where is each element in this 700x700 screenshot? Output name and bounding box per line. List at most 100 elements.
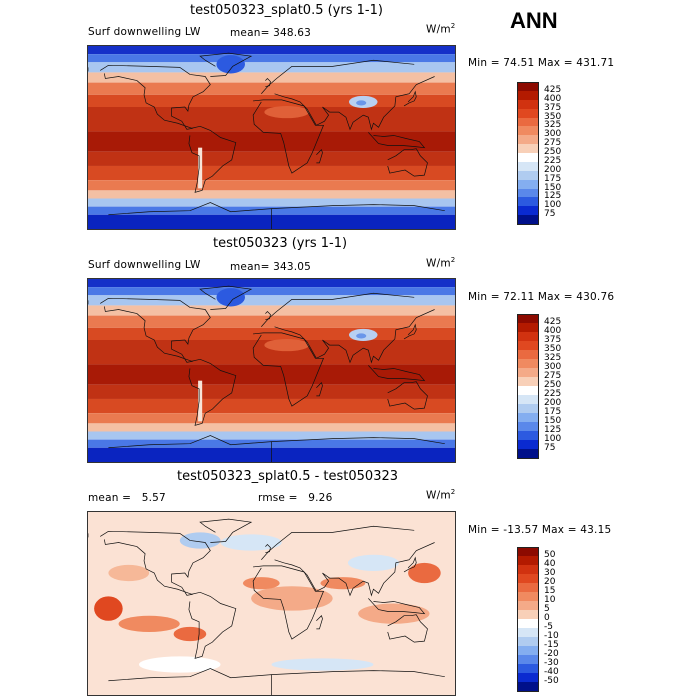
colorbar-tick-label: 150: [544, 182, 562, 193]
colorbar-tick-label: 5: [544, 604, 550, 614]
colorbar-swatch: [517, 646, 539, 656]
coastline: [265, 544, 271, 554]
colorbar-swatch: [517, 431, 539, 441]
field-band: [88, 94, 455, 107]
colorbar-tick-label: 375: [544, 102, 562, 113]
colorbar-swatch: [517, 601, 539, 611]
coastline: [252, 99, 325, 174]
panel1-mean: mean= 348.63: [230, 27, 312, 39]
coastline: [188, 591, 237, 659]
coastline: [252, 332, 325, 407]
colorbar-swatch: [517, 628, 539, 638]
colorbar-tick-label: 0: [544, 613, 550, 623]
colorbar-swatch: [517, 673, 539, 683]
panel2-min-max: Min = 72.11 Max = 430.76: [468, 291, 615, 303]
coastline: [188, 358, 237, 426]
field-band: [88, 131, 455, 152]
colorbar-tick-label: 150: [544, 416, 562, 426]
field-band: [88, 364, 455, 385]
field-patch: [356, 100, 367, 106]
field-patch: [179, 532, 221, 549]
coastline: [100, 297, 211, 363]
panel3-map-svg: [88, 512, 455, 695]
colorbar-swatch: [517, 565, 539, 575]
field-band: [88, 431, 455, 440]
field-patch: [198, 380, 203, 422]
panel2-map: [87, 278, 456, 463]
field-patch: [108, 564, 150, 582]
colorbar-tick-label: 275: [544, 138, 562, 149]
panel1-colorbar: 425 400 375 350 325 300 275 250 225 200 175 150 125 1…: [517, 82, 587, 225]
panel2-mean: mean= 343.05: [230, 261, 312, 273]
colorbar-swatch: [517, 440, 539, 450]
colorbar-tick-label: 400: [544, 93, 562, 104]
coastline: [403, 323, 417, 340]
coastline: [274, 542, 435, 597]
field-patch: [264, 338, 310, 352]
colorbar-tick-label: 10: [544, 595, 556, 605]
field-patch: [216, 288, 245, 307]
colorbar-tick-label: 250: [544, 147, 562, 157]
coastline: [265, 311, 271, 321]
colorbar-swatch: [517, 144, 539, 154]
colorbar-tick-label: 20: [544, 577, 556, 587]
colorbar-tick-label: 425: [544, 84, 562, 95]
panel3-title: test050323_splat0.5 - test050323: [177, 469, 399, 484]
colorbar-swatch: [517, 215, 539, 225]
colorbar-tick-label: 300: [544, 129, 562, 140]
colorbar-tick-label: 275: [544, 371, 562, 381]
field-band: [88, 413, 455, 424]
coastline: [188, 125, 237, 193]
coastline: [368, 132, 426, 149]
panel1-min-max: Min = 74.51 Max = 431.71: [468, 57, 615, 69]
colorbar-swatch: [517, 619, 539, 629]
colorbar-tick-label: -10: [544, 631, 559, 641]
coastline: [387, 148, 428, 177]
coastline: [403, 90, 417, 107]
coastline: [387, 381, 428, 410]
field-patch: [173, 626, 207, 642]
coastline: [108, 202, 272, 229]
panel1-units: W/m2: [426, 22, 456, 36]
colorbar-tick-label: 375: [544, 335, 562, 345]
colorbar-swatch: [517, 556, 539, 566]
colorbar-swatch: [517, 350, 539, 360]
field-band: [88, 190, 455, 199]
colorbar-tick-label: -30: [544, 658, 559, 668]
field-patch: [347, 554, 399, 571]
field-band: [88, 46, 455, 55]
field-patch: [358, 603, 430, 624]
panel2-variable-label: Surf downwelling LW: [88, 259, 201, 271]
panel2-title: test050323 (yrs 1-1): [213, 236, 348, 251]
panel1-map: [87, 45, 456, 230]
colorbar-tick-label: 225: [544, 155, 562, 166]
field-band: [88, 287, 455, 296]
colorbar-tick-label: 125: [544, 425, 562, 435]
colorbar-swatch: [517, 583, 539, 593]
panel1-map-svg: [88, 46, 455, 229]
panel2-map-svg: [88, 279, 455, 462]
colorbar-swatch: [517, 108, 539, 118]
colorbar-swatch: [517, 404, 539, 414]
colorbar-swatch: [517, 655, 539, 665]
field-band: [88, 151, 455, 166]
colorbar-swatch: [517, 161, 539, 172]
coastline: [271, 437, 445, 445]
field-band: [88, 295, 455, 306]
coastline: [100, 530, 211, 596]
season-label: ANN: [510, 8, 558, 33]
coastline: [403, 556, 417, 573]
colorbar-swatch: [517, 82, 539, 92]
colorbar-swatch: [517, 153, 539, 163]
colorbar-swatch: [517, 368, 539, 378]
field-patch: [271, 658, 374, 671]
colorbar-swatch: [517, 99, 539, 110]
panel1-title: test050323_splat0.5 (yrs 1-1): [190, 3, 383, 18]
colorbar-tick-label: 30: [544, 568, 556, 578]
colorbar-tick-label: 200: [544, 398, 562, 408]
colorbar-tick-label: 100: [544, 200, 562, 211]
colorbar-swatch: [517, 90, 539, 101]
colorbar-tick-label: 75: [544, 443, 556, 453]
colorbar-tick-label: 325: [544, 120, 562, 131]
field-patch: [138, 656, 221, 673]
